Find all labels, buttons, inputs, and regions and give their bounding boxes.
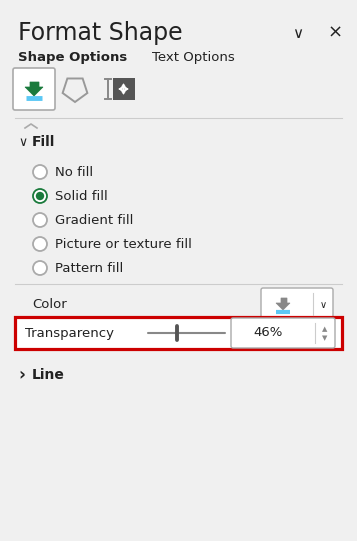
Circle shape <box>33 237 47 251</box>
Circle shape <box>36 192 44 200</box>
Text: Shape Options: Shape Options <box>18 51 127 64</box>
Text: Line: Line <box>32 368 65 382</box>
Text: Fill: Fill <box>32 135 55 149</box>
Text: ∨: ∨ <box>320 300 327 310</box>
Circle shape <box>33 165 47 179</box>
Text: Color: Color <box>32 299 67 312</box>
Text: 46%: 46% <box>253 327 283 340</box>
Text: ×: × <box>327 24 343 42</box>
Polygon shape <box>276 298 290 310</box>
Text: ›: › <box>18 366 25 384</box>
Text: No fill: No fill <box>55 166 93 179</box>
Text: Gradient fill: Gradient fill <box>55 214 134 227</box>
Text: Text Options: Text Options <box>152 51 235 64</box>
Circle shape <box>33 189 47 203</box>
Polygon shape <box>25 82 43 96</box>
Text: ▲: ▲ <box>322 326 328 332</box>
Text: Pattern fill: Pattern fill <box>55 261 123 274</box>
Circle shape <box>33 213 47 227</box>
Text: Solid fill: Solid fill <box>55 189 108 202</box>
FancyBboxPatch shape <box>113 78 135 100</box>
Text: ∨: ∨ <box>18 135 27 148</box>
Text: Format Shape: Format Shape <box>18 21 183 45</box>
Circle shape <box>33 261 47 275</box>
Text: ▼: ▼ <box>322 335 328 341</box>
FancyBboxPatch shape <box>15 317 342 349</box>
Text: Picture or texture fill: Picture or texture fill <box>55 237 192 250</box>
FancyBboxPatch shape <box>13 68 55 110</box>
Text: Transparency: Transparency <box>25 327 114 340</box>
Text: ∨: ∨ <box>292 25 303 41</box>
FancyBboxPatch shape <box>231 318 335 348</box>
FancyBboxPatch shape <box>261 288 333 320</box>
